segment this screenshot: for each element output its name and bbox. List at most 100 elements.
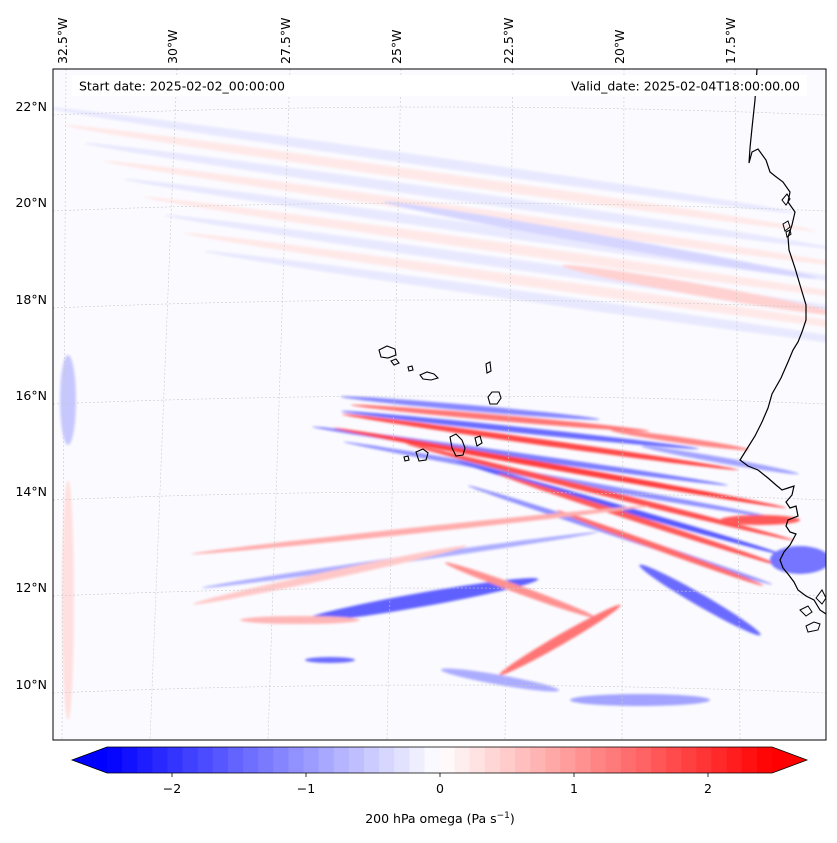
omega-field xyxy=(53,69,826,740)
colorbar-gradient xyxy=(72,747,807,773)
omega-band xyxy=(333,427,787,509)
lon-label: 17.5°W xyxy=(723,18,738,64)
colorbar-step xyxy=(651,747,667,773)
omega-band xyxy=(305,657,355,663)
colorbar-step xyxy=(243,747,259,773)
colorbar-step xyxy=(635,747,652,773)
omega-band xyxy=(720,515,800,525)
omega-band xyxy=(301,578,539,622)
omega-band xyxy=(103,160,826,268)
colorbar-step xyxy=(454,747,471,773)
lat-label: 18°N xyxy=(15,292,47,307)
colorbar-step xyxy=(379,747,395,773)
colorbar-ticks xyxy=(171,773,709,777)
colorbar-step xyxy=(590,747,607,773)
omega-band xyxy=(610,429,750,451)
colorbar-step xyxy=(711,747,728,773)
map-frame xyxy=(52,68,827,741)
colorbar-step xyxy=(409,747,425,773)
omega-band xyxy=(444,562,596,618)
lon-label: 22.5°W xyxy=(501,18,516,64)
colorbar-step xyxy=(348,747,365,773)
colorbar-step xyxy=(363,747,380,773)
omega-band xyxy=(639,564,761,636)
colorbar-step xyxy=(273,747,289,773)
omega-band xyxy=(440,668,560,692)
omega-band xyxy=(183,232,826,340)
lat-label: 16°N xyxy=(15,388,47,403)
omega-band xyxy=(383,201,817,279)
colorbar-step xyxy=(182,747,199,773)
colorbar-tick-label: −1 xyxy=(297,781,315,796)
colorbar-outline xyxy=(70,746,809,774)
omega-band xyxy=(562,264,826,316)
omega-band xyxy=(191,505,649,555)
colorbar-step xyxy=(530,747,546,773)
omega-band xyxy=(83,142,826,250)
colorbar-step xyxy=(227,747,244,773)
colorbar: −2 −1 0 1 2 200 hPa omega (Pa s−1) xyxy=(70,746,809,826)
coastal-islands xyxy=(781,193,826,633)
omega-band xyxy=(570,694,710,706)
lon-label: 25°W xyxy=(389,29,404,64)
omega-band xyxy=(350,404,650,432)
valid-date-label: Valid_date: 2025-02-04T18:00:00.00 xyxy=(571,79,800,94)
colorbar-extend-max xyxy=(772,747,807,773)
colorbar-step xyxy=(394,747,410,773)
colorbar-step xyxy=(152,747,169,773)
colorbar-step xyxy=(575,747,592,773)
colorbar-step xyxy=(696,747,713,773)
omega-band xyxy=(556,510,764,586)
colorbar-step xyxy=(318,747,335,773)
omega-band xyxy=(499,604,621,676)
cape-verde-islands xyxy=(378,345,502,462)
lat-label: 12°N xyxy=(15,580,47,595)
map-panel: Start date: 2025-02-02_00:00:00 Valid_da… xyxy=(15,18,827,741)
omega-band xyxy=(240,616,360,624)
omega-band xyxy=(340,396,600,420)
colorbar-step xyxy=(303,747,320,773)
colorbar-step xyxy=(197,747,214,773)
colorbar-step xyxy=(484,747,501,773)
colorbar-step xyxy=(560,747,577,773)
colorbar-step xyxy=(137,747,153,773)
colorbar-step xyxy=(605,747,622,773)
omega-band xyxy=(405,443,795,541)
omega-band xyxy=(60,355,76,445)
colorbar-step xyxy=(258,747,274,773)
colorbar-step xyxy=(122,747,138,773)
omega-band xyxy=(340,410,700,450)
colorbar-step xyxy=(499,747,516,773)
omega-band xyxy=(63,124,817,232)
colorbar-tick-label: 0 xyxy=(436,781,444,796)
lon-label: 32.5°W xyxy=(55,18,70,64)
longitude-labels: 32.5°W 30°W 27.5°W 25°W 22.5°W 20°W 17.5… xyxy=(55,18,738,64)
colorbar-step xyxy=(726,747,743,773)
omega-band xyxy=(497,473,783,567)
latitude-labels: 22°N 20°N 18°N 16°N 14°N 12°N 10°N xyxy=(15,99,47,692)
omega-band xyxy=(341,414,739,470)
colorbar-step xyxy=(666,747,682,773)
colorbar-label: 200 hPa omega (Pa s−1) xyxy=(365,811,515,826)
colorbar-tick-label: −2 xyxy=(163,781,181,796)
colorbar-tick-label: 1 xyxy=(570,781,578,796)
omega-band xyxy=(53,106,797,214)
colorbar-step xyxy=(107,747,123,773)
colorbar-extend-min xyxy=(72,747,107,773)
colorbar-step xyxy=(288,747,305,773)
colorbar-step xyxy=(439,747,456,773)
omega-band xyxy=(143,196,826,304)
colorbar-step xyxy=(212,747,229,773)
lat-label: 22°N xyxy=(15,99,47,114)
colorbar-step xyxy=(424,747,441,773)
omega-band xyxy=(770,546,826,574)
colorbar-tick-label: 2 xyxy=(704,781,712,796)
omega-band xyxy=(62,480,74,720)
omega-band xyxy=(641,445,799,475)
colorbar-step xyxy=(545,747,562,773)
colorbar-step xyxy=(515,747,531,773)
lat-label: 20°N xyxy=(15,195,47,210)
omega-band xyxy=(203,250,826,358)
colorbar-step xyxy=(681,747,698,773)
